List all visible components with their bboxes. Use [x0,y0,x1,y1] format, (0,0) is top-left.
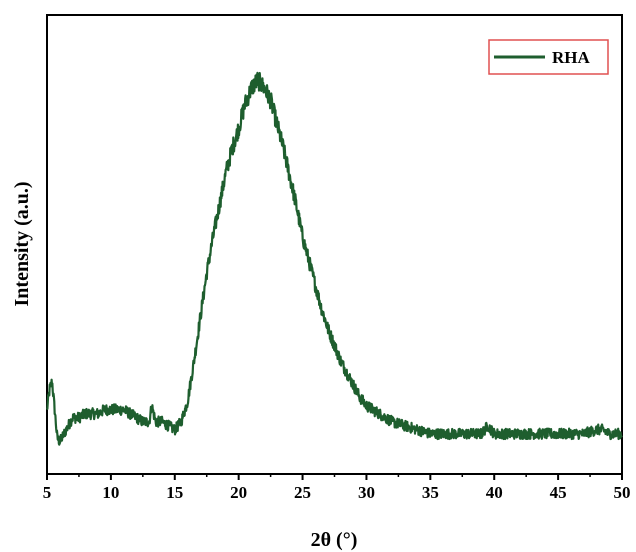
x-tick-label: 15 [166,483,183,502]
x-tick-label: 35 [422,483,439,502]
x-axis-tick-labels: 5 10 15 20 25 30 35 40 45 50 [43,483,631,502]
x-tick-label: 50 [614,483,631,502]
x-axis-ticks [46,474,623,480]
x-tick-label: 20 [230,483,247,502]
x-tick-label: 10 [102,483,119,502]
series-line-rha [45,71,623,446]
x-axis-title: 2θ (°) [311,529,358,551]
x-tick-label: 45 [550,483,567,502]
y-axis-title: Intensity (a.u.) [11,181,33,306]
legend-label-rha: RHA [552,48,591,67]
legend: RHA [488,39,609,75]
plot-frame [46,14,623,475]
x-tick-label: 40 [486,483,503,502]
x-tick-label: 25 [294,483,311,502]
x-tick-label: 30 [358,483,375,502]
x-tick-label: 5 [43,483,52,502]
